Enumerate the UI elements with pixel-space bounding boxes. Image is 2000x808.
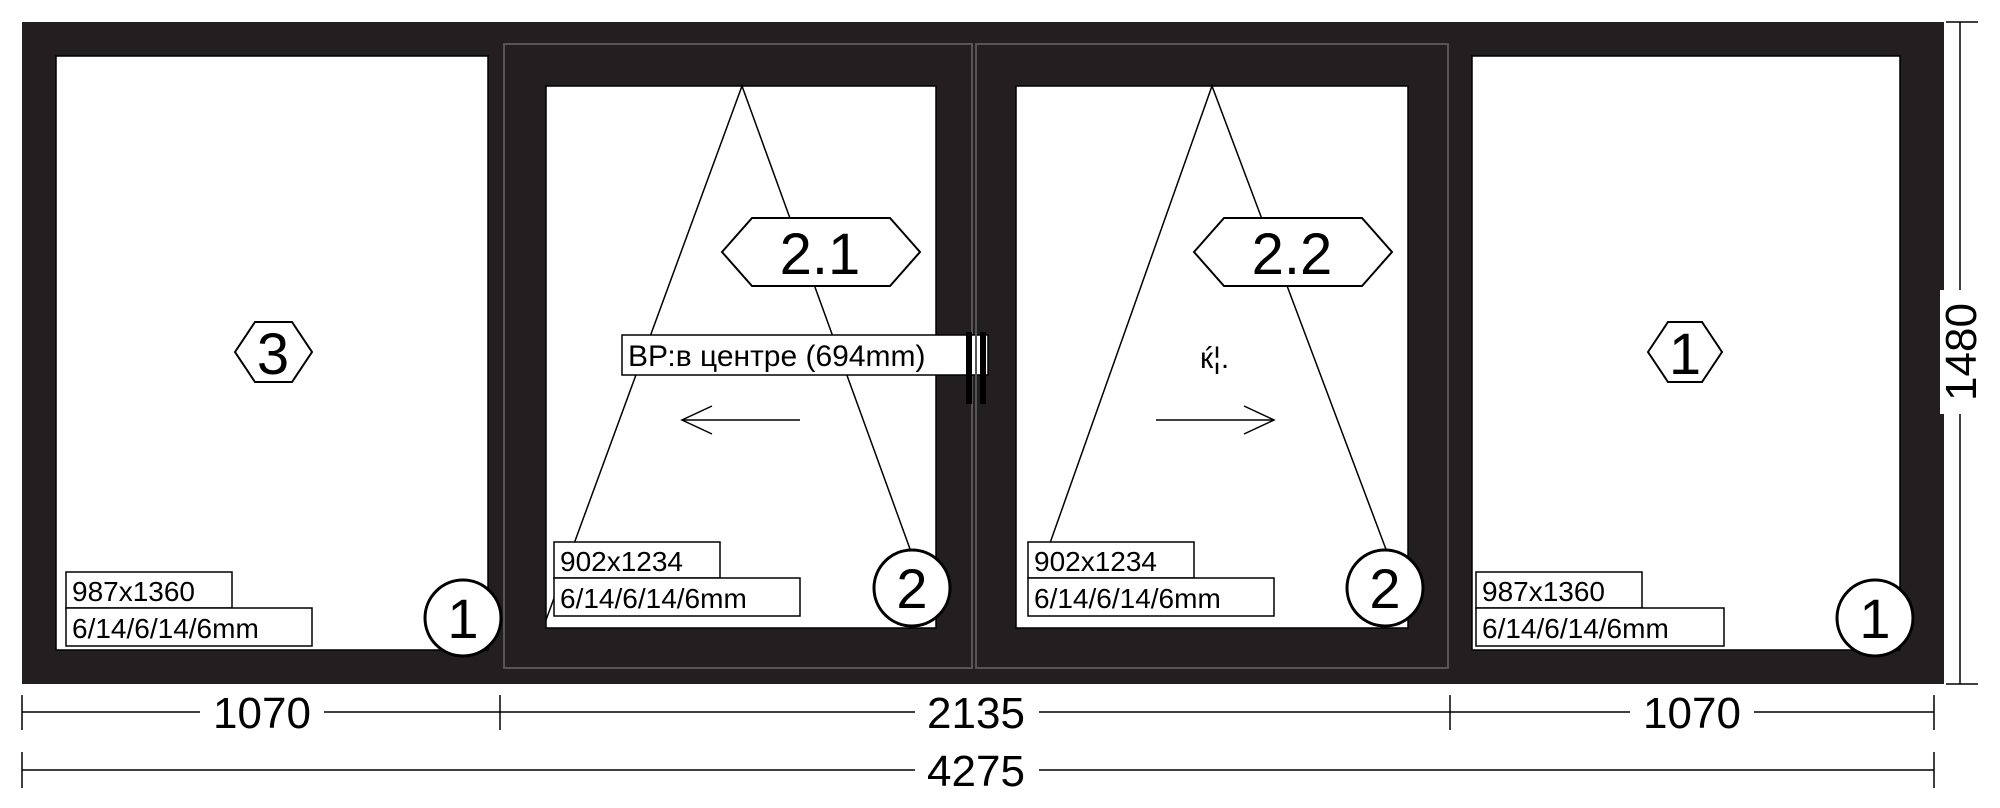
circle-badge-left [423, 578, 503, 658]
glass-box-2-2 [1027, 577, 1275, 617]
hex-badge-2-1 [720, 217, 922, 287]
hex-label-2-1: 2.1 [780, 222, 861, 287]
hex-label-right: 1 [1669, 322, 1701, 387]
dim-total-width: 4275 [927, 747, 1025, 796]
dimension-total-width: 4275 [21, 747, 1935, 796]
circle-badge-2-1 [872, 548, 952, 628]
dim-middle-width: 2135 [927, 689, 1025, 738]
hex-badge-left [233, 321, 314, 383]
circle-label-left: 1 [447, 587, 478, 650]
handle-note-box [621, 334, 989, 376]
handle-bar-2 [980, 332, 986, 404]
circle-label-2-1: 2 [896, 557, 927, 620]
slide-arrow-left-head [680, 405, 713, 435]
dimension-width-parts: 1070 2135 1070 [21, 689, 1935, 738]
glass-label-right: 6/14/6/14/6mm [1482, 613, 1669, 644]
sash-2-2: 2.2 ќ¦. 902x1234 6/14/6/14/6mm 2 [975, 43, 1449, 669]
dim-right-width: 1070 [1643, 689, 1741, 738]
handle-note: ВР:в центре (694mm) [628, 340, 926, 373]
size-box-2-1 [553, 541, 721, 579]
glass-box-left [65, 607, 313, 647]
opening-lines-2-2 [1043, 83, 1391, 561]
sash-2-1: 2.1 ВР:в центре (694mm) 902x1234 6/14/6/… [503, 43, 989, 669]
slide-arrow-right-head [1243, 405, 1276, 435]
circle-badge-right [1835, 578, 1915, 658]
size-box-2-2 [1027, 541, 1195, 579]
size-box-left [65, 571, 233, 609]
hex-label-2-2: 2.2 [1252, 222, 1333, 287]
glass-label-2-1: 6/14/6/14/6mm [560, 583, 747, 614]
hex-badge-2-2 [1192, 217, 1394, 287]
dim-left-width: 1070 [213, 689, 311, 738]
circle-badge-2-2 [1345, 548, 1425, 628]
circle-label-2-2: 2 [1369, 557, 1400, 620]
glass-box-right [1475, 607, 1725, 647]
size-label-right: 987x1360 [1482, 576, 1605, 607]
sash-outline-2-2 [975, 43, 1449, 669]
size-label-2-1: 902x1234 [560, 546, 683, 577]
size-label-2-2: 902x1234 [1034, 546, 1157, 577]
pane-left: 3 987x1360 6/14/6/14/6mm 1 [55, 55, 503, 658]
handle-bar-1 [966, 332, 972, 404]
pane-right: 1 987x1360 6/14/6/14/6mm 1 [1471, 55, 1915, 658]
glass-2-2 [1015, 85, 1409, 629]
hex-badge-right [1646, 321, 1724, 383]
hex-label-left: 3 [257, 322, 289, 387]
glass-label-left: 6/14/6/14/6mm [72, 613, 259, 644]
glass-box-2-1 [553, 577, 801, 617]
dimension-height: 1480 [1937, 21, 1986, 685]
size-box-right [1475, 571, 1643, 609]
glass-label-2-2: 6/14/6/14/6mm [1034, 583, 1221, 614]
dim-height: 1480 [1937, 303, 1986, 401]
opening-lines-2-1 [545, 83, 915, 621]
size-label-left: 987x1360 [72, 576, 195, 607]
sash-handle [966, 332, 986, 404]
circle-label-right: 1 [1859, 587, 1890, 650]
handle-symbol: ќ¦. [1200, 342, 1229, 375]
